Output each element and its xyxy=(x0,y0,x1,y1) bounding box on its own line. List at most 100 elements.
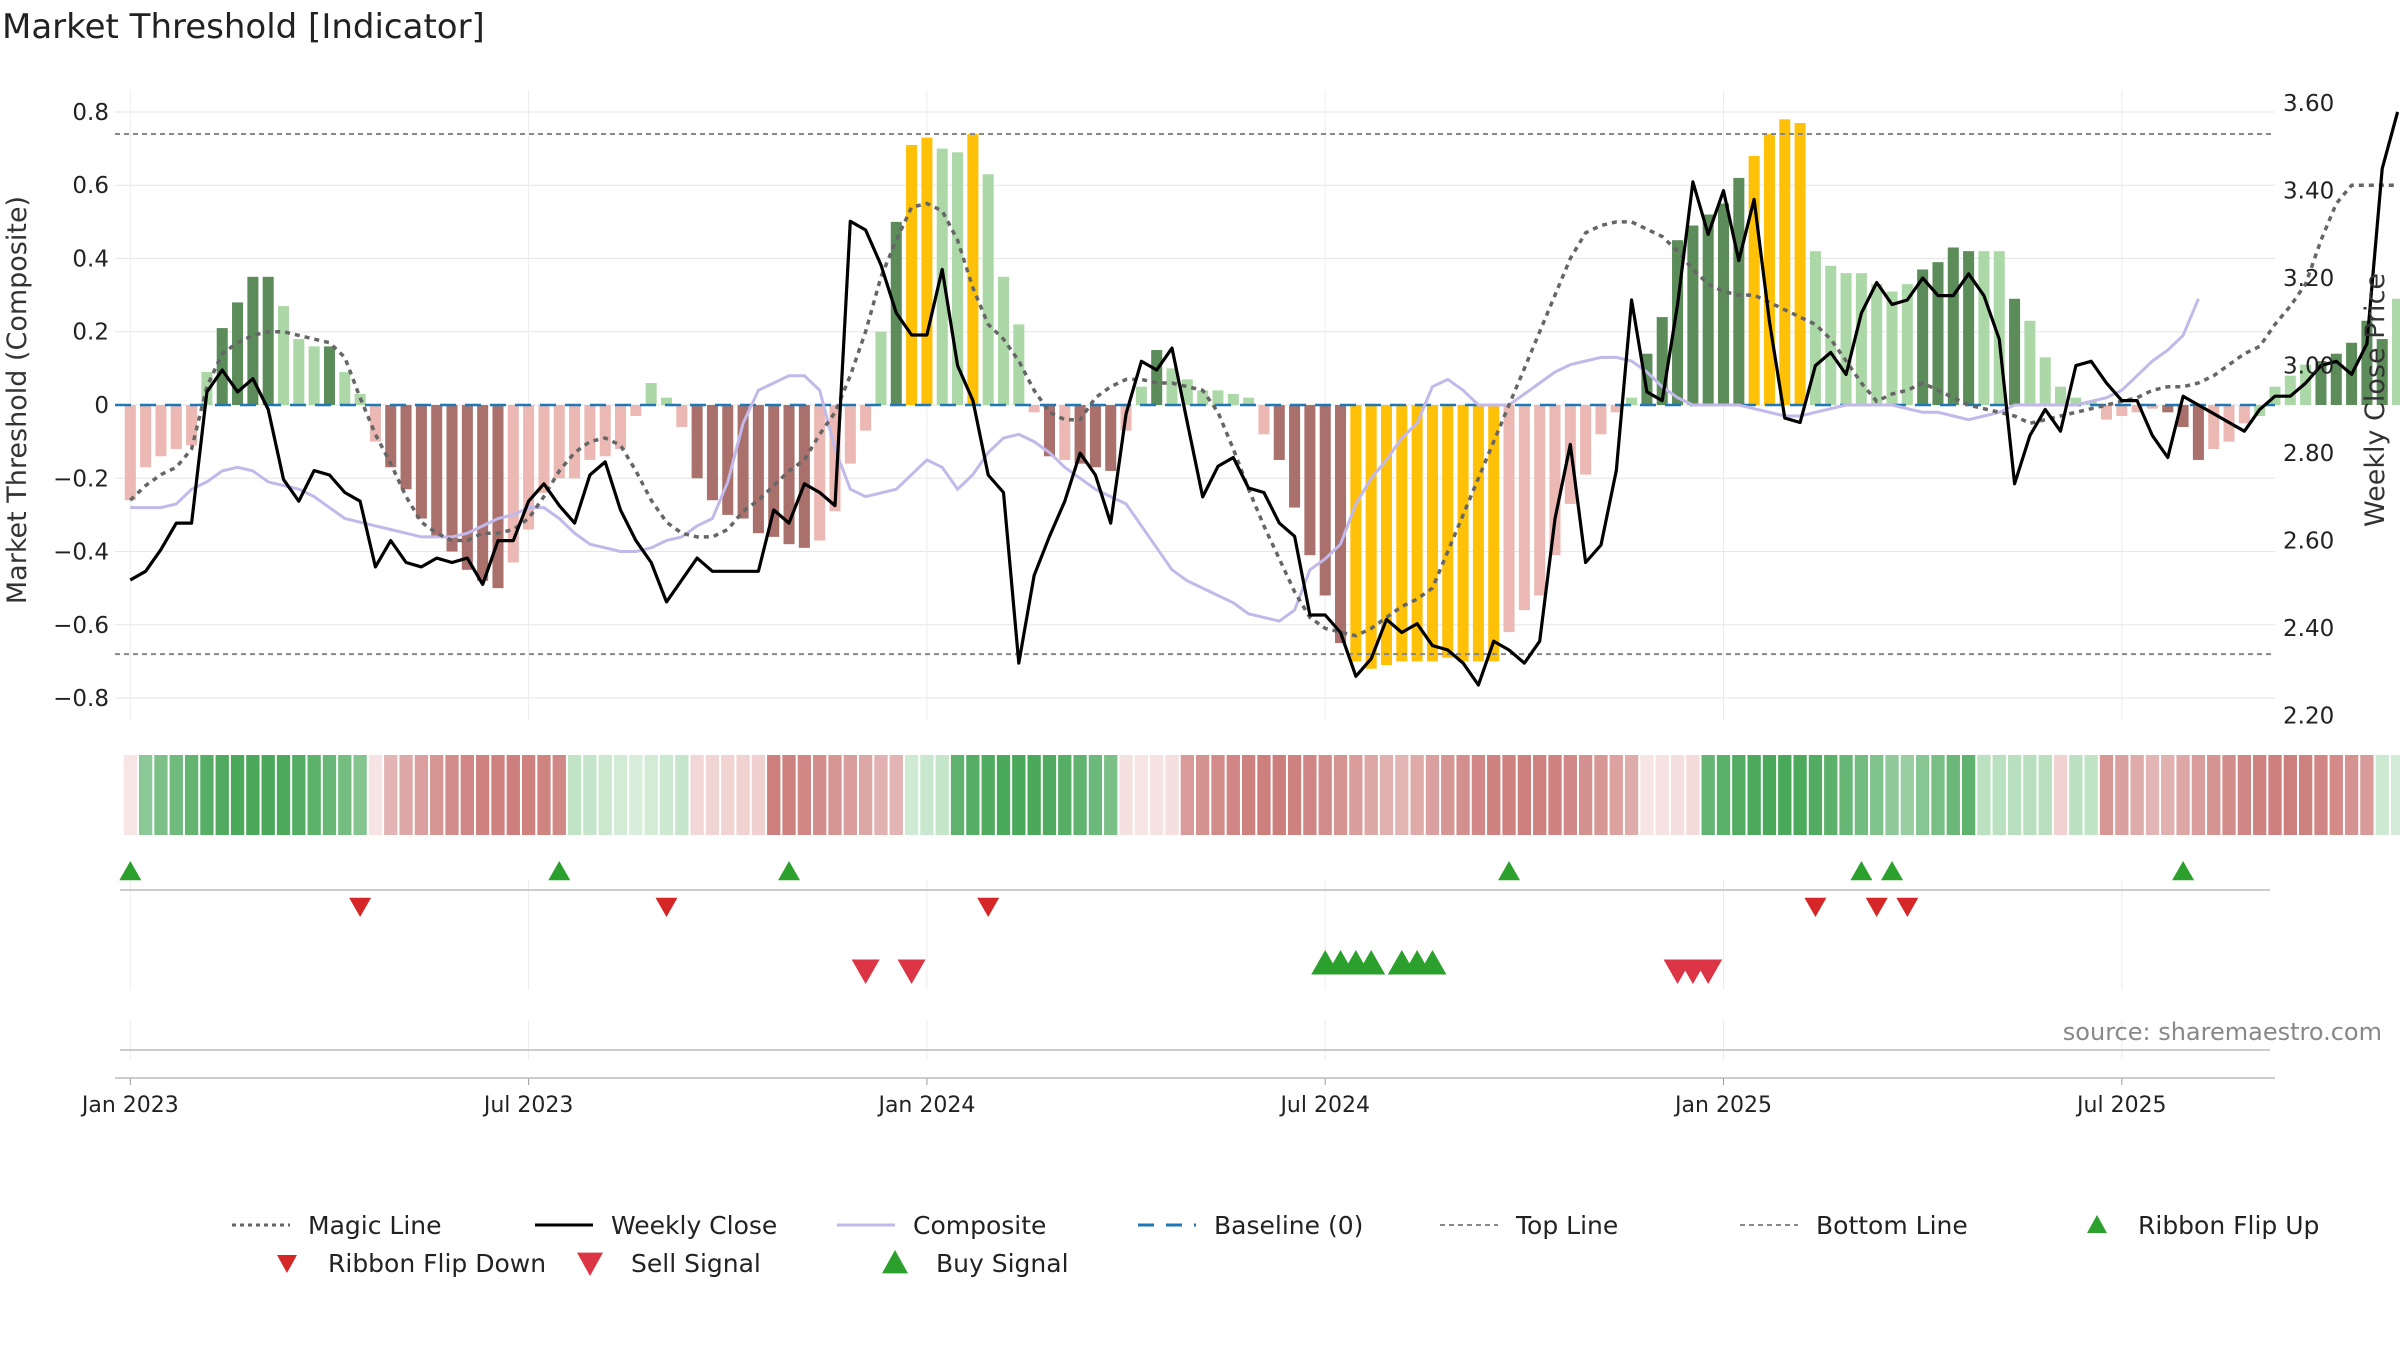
ribbon-flip-up-marker xyxy=(1850,861,1873,881)
composite-bar xyxy=(1626,397,1638,405)
ribbon-cell xyxy=(2161,755,2175,835)
ribbon-cell xyxy=(1027,755,1041,835)
composite-bar xyxy=(461,405,473,570)
composite-bar xyxy=(323,346,335,405)
left-tick-label: −0.6 xyxy=(53,613,109,639)
composite-bar xyxy=(722,405,734,515)
ribbon-cell xyxy=(567,755,582,835)
composite-bar xyxy=(982,174,994,405)
ribbon-cell xyxy=(2314,755,2328,835)
composite-bar xyxy=(829,405,841,512)
ribbon-cell xyxy=(966,755,980,835)
ribbon-cell xyxy=(2130,755,2144,835)
ribbon-cell xyxy=(767,755,781,835)
ribbon-cell xyxy=(1885,755,1899,835)
composite-bar xyxy=(1243,397,1255,405)
composite-bar xyxy=(1166,368,1178,405)
ribbon-cell xyxy=(659,755,674,835)
ribbon-flip-down-marker xyxy=(655,897,678,917)
ribbon-cell xyxy=(1778,755,1792,835)
x-tick-label: Jul 2023 xyxy=(482,1093,574,1118)
ribbon-cell xyxy=(1134,755,1149,835)
composite-bar xyxy=(1442,405,1454,658)
ribbon-layer xyxy=(123,755,2400,835)
composite-bar xyxy=(1702,214,1714,405)
composite-bar xyxy=(431,405,443,537)
composite-bar xyxy=(906,144,918,405)
ribbon-cell xyxy=(904,755,919,835)
composite-bar xyxy=(1197,390,1209,405)
ribbon-flip-up-marker xyxy=(1881,861,1904,881)
ribbon-cell xyxy=(1640,755,1654,835)
composite-bar xyxy=(2238,405,2250,424)
ribbon-cell xyxy=(1303,755,1317,835)
ribbon-cell xyxy=(537,755,551,835)
ribbon-cell xyxy=(399,755,413,835)
ribbon-cell xyxy=(2084,755,2098,835)
composite-bar xyxy=(385,405,397,468)
ribbon-cell xyxy=(2390,755,2400,835)
ribbon-cell xyxy=(705,755,720,835)
ribbon-cell xyxy=(230,755,245,835)
right-tick-label: 3.00 xyxy=(2283,354,2334,380)
composite-bar xyxy=(599,405,611,457)
ribbon-cell xyxy=(1854,755,1869,835)
ribbon-cell xyxy=(2176,755,2190,835)
ribbon-cell xyxy=(2344,755,2359,835)
ribbon-cell xyxy=(1793,755,1807,835)
ribbon-cell xyxy=(996,755,1011,835)
composite-bar xyxy=(1089,405,1101,468)
composite-bar xyxy=(1534,405,1546,596)
legend-label: Baseline (0) xyxy=(1214,1211,1363,1240)
ribbon-flip-up-marker xyxy=(778,861,801,881)
ribbon-cell xyxy=(491,755,505,835)
composite-bar xyxy=(1763,133,1775,405)
composite-bar xyxy=(308,346,320,405)
ribbon-cell xyxy=(1609,755,1623,835)
composite-bar xyxy=(2330,353,2342,405)
composite-bar xyxy=(783,405,795,545)
ribbon-cell xyxy=(828,755,842,835)
ribbon-cell xyxy=(690,755,704,835)
ribbon-cell xyxy=(782,755,796,835)
right-axis-label: Weekly Close Price xyxy=(2360,273,2391,527)
legend-label: Top Line xyxy=(1515,1211,1618,1240)
composite-bar xyxy=(140,405,152,468)
legend-item: Baseline (0) xyxy=(1138,1211,1363,1240)
legend-item: Composite xyxy=(837,1211,1046,1240)
composite-bar xyxy=(1043,405,1055,457)
ribbon-cell xyxy=(1119,755,1133,835)
ribbon-cell xyxy=(1042,755,1057,835)
composite-bar xyxy=(277,306,290,405)
ribbon-cell xyxy=(1732,755,1746,835)
ribbon-cell xyxy=(613,755,628,835)
ribbon-cell xyxy=(2145,755,2160,835)
composite-bar xyxy=(2009,298,2021,405)
ribbon-cell xyxy=(2329,755,2343,835)
ribbon-cell xyxy=(384,755,398,835)
ribbon-cell xyxy=(1150,755,1164,835)
ribbon-cell xyxy=(1946,755,1960,835)
composite-bar xyxy=(1917,269,1929,405)
composite-bar xyxy=(921,137,933,405)
composite-bar xyxy=(1595,405,1607,435)
composite-bar xyxy=(1840,273,1852,405)
ribbon-cell xyxy=(2298,755,2313,835)
ribbon-flip-down-marker xyxy=(1896,897,1919,917)
composite-bar xyxy=(2192,405,2204,460)
ribbon-cell xyxy=(950,755,965,835)
legend-label: Magic Line xyxy=(308,1211,442,1240)
sell-signal-marker xyxy=(851,959,880,984)
ribbon-cell xyxy=(1012,755,1026,835)
composite-bar xyxy=(967,133,979,405)
ribbon-cell xyxy=(1747,755,1761,835)
left-axis-label: Market Threshold (Composite) xyxy=(2,196,33,604)
composite-bar xyxy=(1932,262,1944,405)
legend-item: Sell Signal xyxy=(577,1249,761,1278)
legend-swatch xyxy=(577,1252,603,1276)
ribbon-cell xyxy=(1655,755,1669,835)
ribbon-cell xyxy=(246,755,260,835)
composite-bar xyxy=(1733,177,1745,405)
ribbon-cell xyxy=(1257,755,1271,835)
